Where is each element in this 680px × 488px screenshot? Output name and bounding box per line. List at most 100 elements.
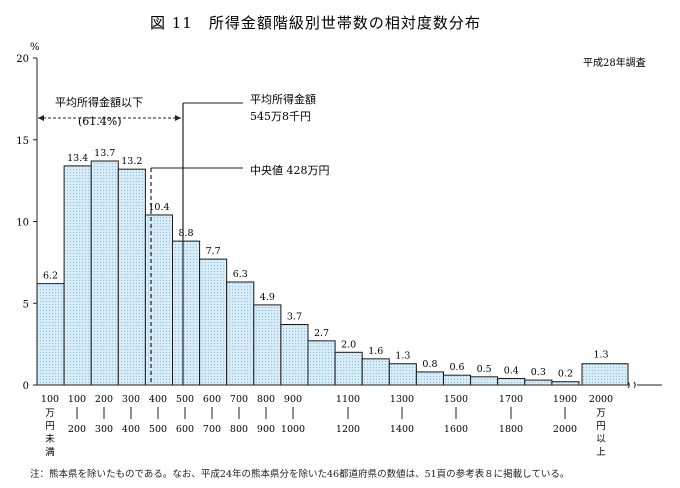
x-tick-label-from: 100 [41,394,59,405]
x-tick-label-to: 1600 [444,424,468,435]
x-tick-label: 400 500 [149,394,167,435]
y-unit-label: % [30,42,40,53]
axis-break-icon [627,381,630,389]
x-tick-label-from: 600 [203,394,221,405]
bar-value-label: 13.2 [121,156,142,167]
x-tick-label-to: 1400 [390,424,414,435]
bar [388,363,417,386]
bar-value-label: 6.3 [233,269,248,280]
x-tick-label: 300 400 [122,394,140,435]
y-tick-label: 5 [23,299,29,310]
bar-value-label: 0.4 [504,365,519,376]
annotations: 平均所得金額以下 (61.4%) 平均所得金額 545万8千円 中央値 428万… [38,92,330,385]
x-tick-label-to: 700 [203,424,221,435]
x-tick-label-from: 100 [68,394,86,405]
bar-value-label: 1.6 [368,346,383,357]
x-tick-label: 700 800 [230,394,248,435]
x-labels: 100万円未満100200200300300400400500500600600… [41,394,613,458]
x-tick-label-to: 2000 [553,424,577,435]
bar-value-label: 4.9 [260,292,275,303]
bar-value-label: 0.8 [422,359,437,370]
x-tick-label: 1900 2000 [553,394,577,435]
x-tick-label-to: 600 [176,424,194,435]
x-tick-label: 100 万円未満 [41,394,59,458]
bar-value-label: 2.0 [341,339,356,350]
bar [361,358,390,386]
arrow-right-icon [175,115,181,121]
x-tick-label-from: 1300 [390,394,414,405]
bar [36,283,65,386]
bar [144,214,173,386]
bar [90,160,119,386]
bar [524,379,553,386]
bar [117,168,146,386]
bar [443,374,472,386]
bar-value-label: 0.6 [449,362,464,373]
bar [253,304,282,386]
x-tick-label-to: 200 [68,424,86,435]
bar [280,324,309,386]
x-tick-label-to: 800 [230,424,248,435]
x-tick-label-from: 400 [149,394,167,405]
bar-value-label: 1.3 [395,351,410,362]
axis-break-icon [633,381,636,389]
value-labels: 6.2 13.4 13.7 13.2 10.4 8.8 7.7 6.3 4.9 3.7 2.7 2.0… [43,148,609,380]
arrow-left-icon [38,115,44,121]
bar-value-label: 1.3 [593,350,608,361]
x-tick-label: 1300 1400 [390,394,414,435]
bar-value-label: 0.2 [558,369,573,380]
y-tick-label: 10 [16,218,29,229]
bar-value-label: 0.3 [531,367,546,378]
x-tick-label-from: 1700 [499,394,523,405]
x-tick-label-to: 900 [257,424,275,435]
bar-value-label: 6.2 [43,271,58,282]
bar-value-label: 13.7 [94,148,115,159]
x-tick-label-from: 1100 [336,394,360,405]
chart-title: 図 11 所得金額階級別世帯数の相対度数分布 [150,14,481,32]
x-tick-label-from: 900 [284,394,302,405]
x-tick-label-from: 800 [257,394,275,405]
bar-value-label: 0.5 [477,364,492,375]
bar [497,377,526,386]
x-tick-label-to: 1200 [336,424,360,435]
x-tick-label: 600 700 [203,394,221,435]
x-tick-label: 2000 万円以上 [589,394,613,458]
x-tick-label-to: 300 [95,424,113,435]
x-tick-label-to: 1000 [281,424,305,435]
bar-value-label: 10.4 [148,202,169,213]
below-mean-percent: (61.4%) [78,115,122,128]
x-tick-label: 1100 1200 [336,394,360,435]
x-tick-label-from: 700 [230,394,248,405]
bar-value-label: 2.7 [314,328,329,339]
x-tick-label: 100 200 [68,394,86,435]
bar [199,258,228,386]
bar-2000-plus [581,363,629,386]
x-tick-label: 200 300 [95,394,113,435]
x-tick-label-suffix: 万円以上 [596,408,606,458]
x-tick-label-from: 200 [95,394,113,405]
bar-value-label: 7.7 [206,246,221,257]
bar-value-label: 13.4 [67,153,88,164]
x-axis [37,381,662,389]
bar-value-label: 3.7 [287,312,302,323]
bar [415,371,444,386]
footnote: 注：熊本県を除いたものである。なお、平成24年の熊本県分を除いた46都道府県の数… [30,469,570,480]
below-mean-label: 平均所得金額以下 [55,95,143,109]
x-tick-label-suffix: 万円未満 [45,408,55,458]
x-tick-label-from: 500 [176,394,194,405]
median-label: 中央値 428万円 [250,164,330,177]
x-tick-label: 500 600 [176,394,194,435]
mean-label: 平均所得金額 [250,92,316,106]
x-tick-label-from: 2000 [589,394,613,405]
survey-year-label: 平成28年調査 [583,56,646,69]
x-tick-label-from: 1900 [553,394,577,405]
x-tick-label: 800 900 [257,394,275,435]
bar [334,351,363,386]
bar [307,340,336,386]
x-tick-label: 900 1000 [281,394,305,435]
mean-value: 545万8千円 [250,110,311,123]
bar [226,281,255,386]
x-tick-label-to: 400 [122,424,140,435]
y-ticks: 0 5 10 15 20 [16,54,37,392]
